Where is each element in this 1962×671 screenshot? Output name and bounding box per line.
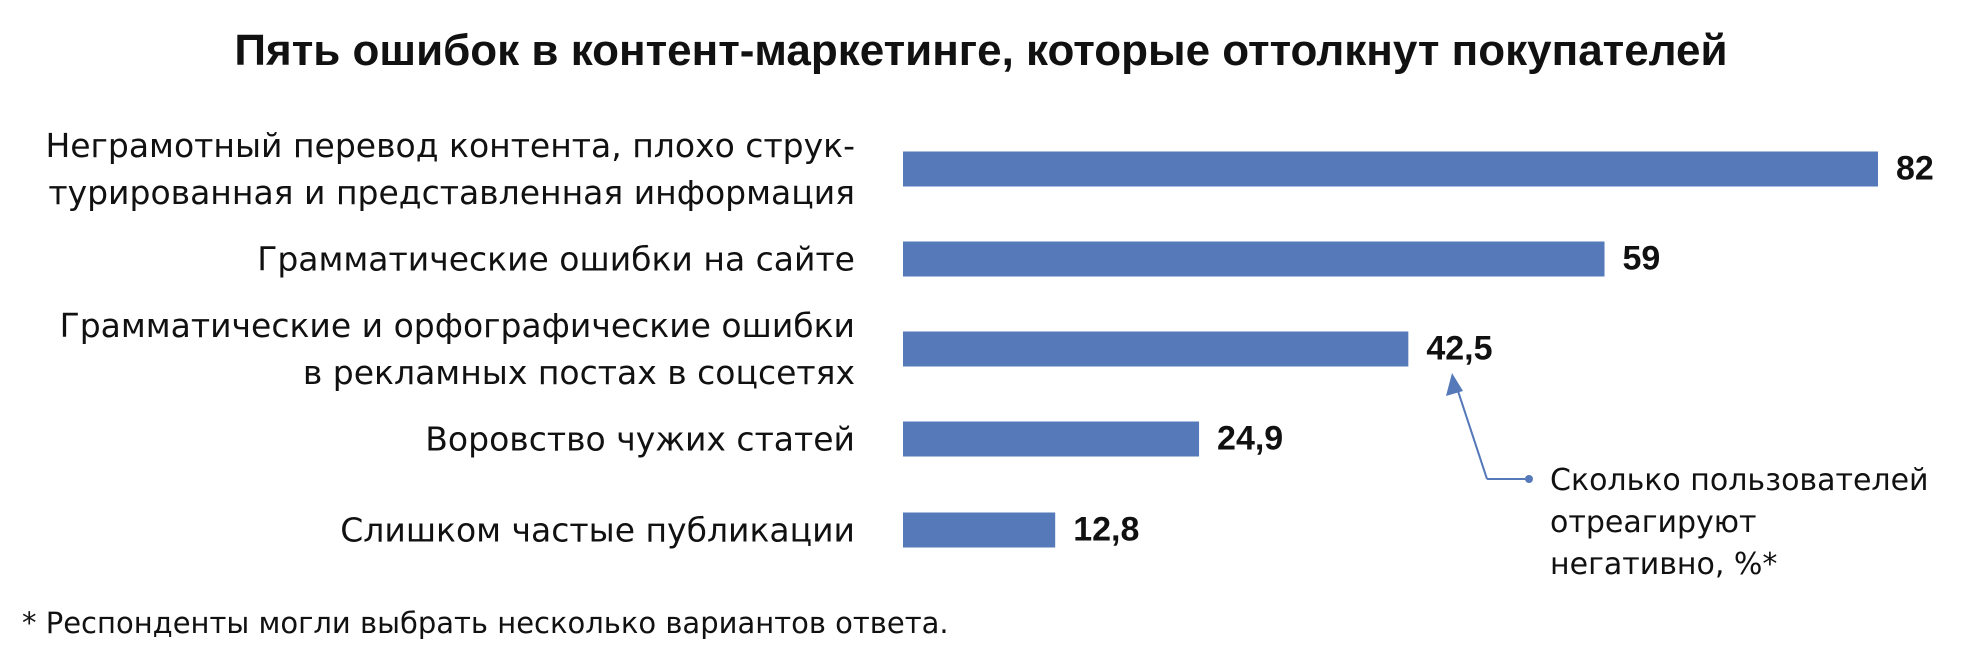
value-label: 12,8: [1073, 510, 1140, 549]
category-label: Неграмотный перевод контента, плохо стру…: [45, 126, 855, 212]
category-label: Грамматические ошибки на сайте: [257, 239, 855, 279]
bar: [903, 241, 1605, 277]
chart-title: Пять ошибок в контент-маркетинге, которы…: [234, 26, 1728, 75]
annotation-dot: [1525, 475, 1533, 483]
value-label: 42,5: [1426, 329, 1493, 368]
category-label: Слишком частые публикации: [340, 510, 855, 550]
value-label: 82: [1895, 149, 1934, 188]
bar: [903, 331, 1409, 367]
bar: [903, 151, 1878, 187]
category-label: Грамматические и орфографические ошибки …: [59, 306, 855, 392]
value-label: 59: [1622, 239, 1661, 278]
annotation-arrowhead: [1446, 373, 1463, 396]
annotation-line: [1455, 384, 1488, 480]
bar: [903, 512, 1056, 548]
annotation: Сколько пользователей отреагируют негати…: [1550, 463, 1929, 582]
bar: [903, 421, 1200, 457]
category-label: Воровство чужих статей: [425, 419, 855, 459]
footnote: * Респонденты могли выбрать несколько ва…: [22, 606, 949, 640]
value-label: 24,9: [1217, 419, 1284, 458]
